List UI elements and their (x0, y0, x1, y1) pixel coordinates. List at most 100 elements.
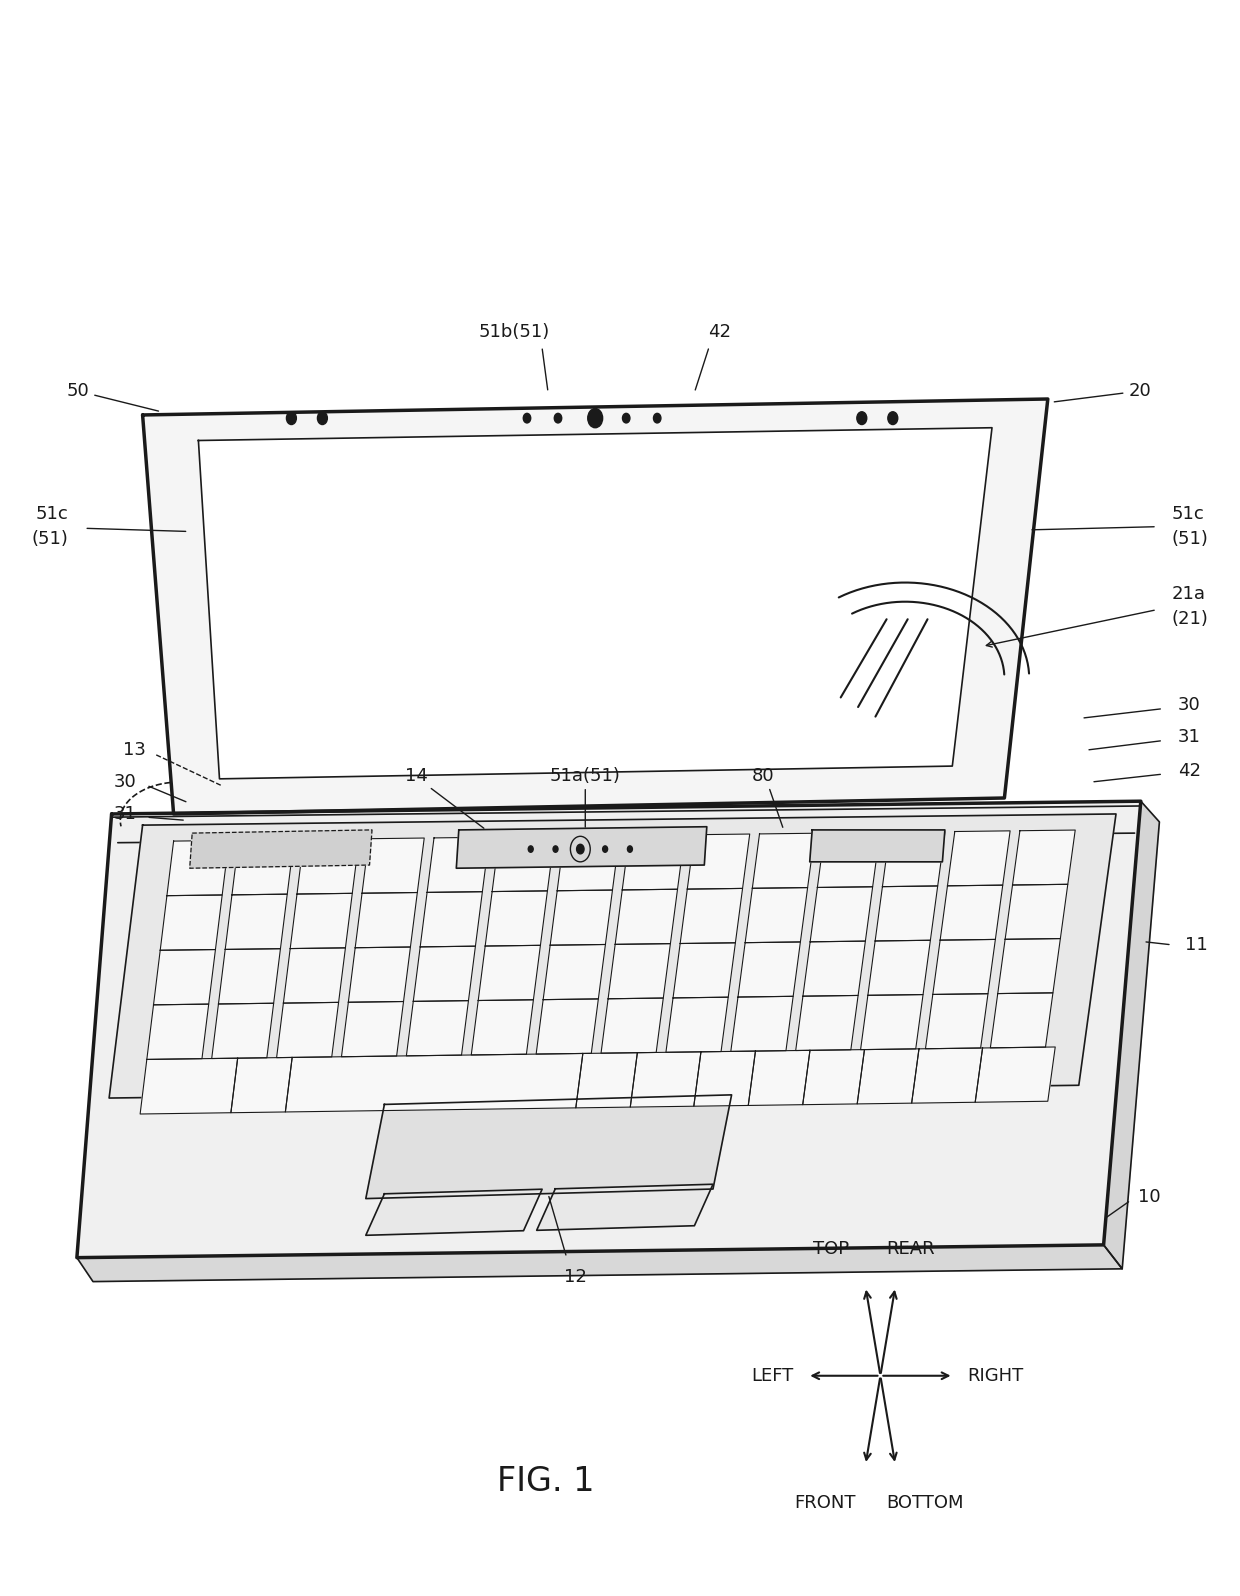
Polygon shape (947, 832, 1011, 886)
Polygon shape (167, 841, 229, 895)
Polygon shape (226, 894, 288, 950)
Polygon shape (681, 889, 743, 943)
Polygon shape (154, 950, 216, 1005)
Text: 21a: 21a (1172, 584, 1205, 603)
Polygon shape (284, 948, 346, 1004)
Polygon shape (366, 1095, 732, 1199)
Polygon shape (615, 889, 677, 945)
Polygon shape (940, 886, 1003, 940)
Polygon shape (492, 836, 554, 892)
Circle shape (603, 846, 608, 852)
Text: REAR: REAR (887, 1240, 935, 1258)
Text: FIG. 1: FIG. 1 (497, 1465, 594, 1497)
Circle shape (857, 412, 867, 425)
Text: BOTTOM: BOTTOM (887, 1494, 965, 1511)
Polygon shape (622, 835, 684, 891)
Polygon shape (575, 1053, 637, 1108)
Polygon shape (868, 940, 930, 996)
Circle shape (554, 413, 562, 423)
Polygon shape (212, 1004, 274, 1058)
Polygon shape (348, 946, 410, 1002)
Polygon shape (810, 830, 945, 862)
Polygon shape (290, 894, 352, 948)
Circle shape (588, 409, 603, 428)
Text: 31: 31 (114, 804, 136, 824)
Polygon shape (140, 1058, 238, 1114)
Polygon shape (362, 838, 424, 894)
Polygon shape (804, 942, 866, 996)
Text: FRONT: FRONT (794, 1494, 856, 1511)
Polygon shape (753, 833, 815, 889)
Polygon shape (543, 945, 605, 999)
Polygon shape (407, 1001, 469, 1057)
Text: TOP: TOP (813, 1240, 849, 1258)
Polygon shape (1006, 884, 1068, 940)
Polygon shape (745, 887, 807, 943)
Polygon shape (630, 1052, 701, 1108)
Polygon shape (143, 399, 1048, 814)
Polygon shape (748, 1050, 810, 1106)
Polygon shape (231, 1058, 293, 1112)
Polygon shape (298, 839, 360, 894)
Polygon shape (551, 891, 613, 945)
Text: 42: 42 (1178, 761, 1202, 780)
Circle shape (888, 412, 898, 425)
Polygon shape (366, 1189, 542, 1235)
Polygon shape (420, 892, 482, 946)
Text: 51b(51): 51b(51) (479, 322, 551, 342)
Polygon shape (355, 892, 418, 948)
Circle shape (523, 413, 531, 423)
Polygon shape (190, 830, 372, 868)
Polygon shape (673, 943, 735, 998)
Text: 50: 50 (67, 381, 159, 412)
Polygon shape (218, 948, 280, 1004)
Polygon shape (479, 945, 541, 1001)
Polygon shape (77, 801, 1141, 1258)
Polygon shape (285, 1053, 583, 1112)
Polygon shape (694, 1052, 755, 1106)
Polygon shape (485, 891, 547, 946)
Polygon shape (471, 999, 533, 1055)
Polygon shape (991, 993, 1053, 1049)
Polygon shape (198, 428, 992, 779)
Text: 11: 11 (1185, 935, 1208, 954)
Polygon shape (875, 886, 937, 942)
Polygon shape (413, 946, 475, 1001)
Circle shape (286, 412, 296, 425)
Text: (21): (21) (1172, 610, 1209, 629)
Polygon shape (537, 1184, 713, 1231)
Polygon shape (730, 996, 794, 1052)
Polygon shape (160, 895, 222, 950)
Polygon shape (146, 1004, 208, 1060)
Text: 13: 13 (124, 741, 146, 760)
Text: 20: 20 (1054, 381, 1151, 402)
Polygon shape (557, 836, 620, 891)
Text: 30: 30 (114, 772, 136, 792)
Circle shape (577, 844, 584, 854)
Circle shape (317, 412, 327, 425)
Polygon shape (109, 814, 1116, 1098)
Text: 42: 42 (708, 322, 730, 342)
Polygon shape (1013, 830, 1075, 886)
Polygon shape (427, 838, 490, 892)
Polygon shape (277, 1002, 339, 1058)
Text: 51c: 51c (36, 504, 68, 523)
Polygon shape (687, 835, 750, 889)
Text: RIGHT: RIGHT (967, 1366, 1023, 1385)
Polygon shape (796, 996, 858, 1050)
Polygon shape (932, 940, 996, 994)
Polygon shape (536, 999, 599, 1053)
Text: (51): (51) (1172, 530, 1209, 549)
Polygon shape (883, 832, 945, 887)
Text: LEFT: LEFT (751, 1366, 794, 1385)
Polygon shape (77, 1245, 1122, 1282)
Polygon shape (861, 994, 923, 1050)
Circle shape (528, 846, 533, 852)
Text: 12: 12 (564, 1267, 587, 1286)
Polygon shape (911, 1049, 982, 1103)
Text: 51c: 51c (1172, 504, 1204, 523)
Polygon shape (810, 887, 873, 942)
Text: 51a(51): 51a(51) (549, 766, 621, 785)
Polygon shape (975, 1047, 1055, 1103)
Polygon shape (608, 943, 671, 999)
